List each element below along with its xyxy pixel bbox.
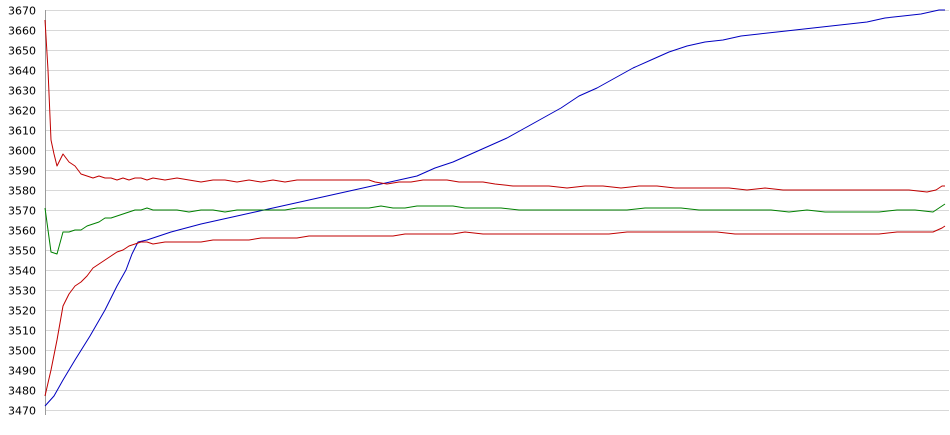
- series-line-4: [44, 225, 946, 397]
- y-tick-label: 3600: [8, 145, 36, 158]
- y-tick-label: 3660: [8, 25, 36, 38]
- y-tick-labels: 3470 3480 3490 3500 3510 3520 3530 3540 3550 3560…: [8, 5, 36, 418]
- y-tick-label: 3530: [8, 285, 36, 298]
- y-tick-label: 3640: [8, 65, 36, 78]
- series-line-1: [44, 9, 945, 407]
- series-line-3: [44, 203, 946, 255]
- series-lines: [44, 9, 946, 407]
- y-tick-label: 3490: [8, 365, 36, 378]
- y-tick-label: 3620: [8, 105, 36, 118]
- y-tick-label: 3630: [8, 85, 36, 98]
- y-tick-label: 3590: [8, 165, 36, 178]
- y-tick-label: 3550: [8, 245, 36, 258]
- y-tick-label: 3520: [8, 305, 36, 318]
- y-tick-label: 3540: [8, 265, 36, 278]
- y-tick-label: 3480: [8, 385, 36, 398]
- y-tick-label: 3500: [8, 345, 36, 358]
- series-line-2: [44, 19, 945, 193]
- y-tick-label: 3580: [8, 185, 36, 198]
- y-tick-label: 3470: [8, 405, 36, 418]
- y-tick-label: 3610: [8, 125, 36, 138]
- y-tick-label: 3670: [8, 5, 36, 18]
- y-tick-label: 3570: [8, 205, 36, 218]
- y-tick-label: 3510: [8, 325, 36, 338]
- y-tick-label: 3650: [8, 45, 36, 58]
- y-tick-label: 3560: [8, 225, 36, 238]
